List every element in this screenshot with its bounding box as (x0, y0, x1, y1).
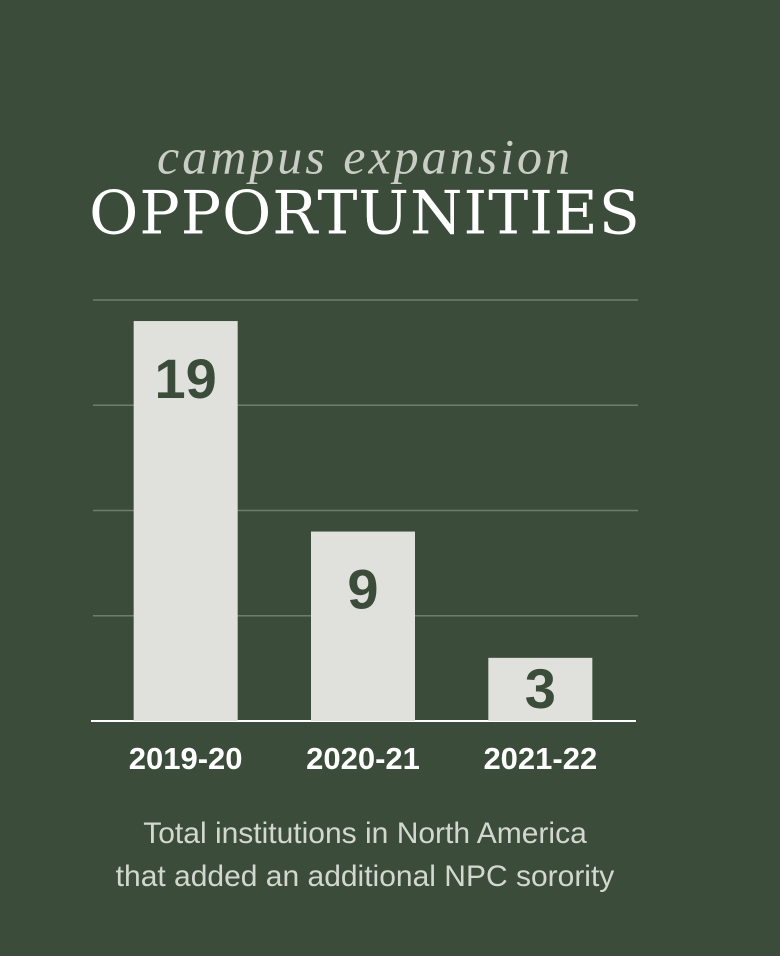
x-tick-label: 2019-20 (129, 741, 243, 776)
value-label: 19 (155, 347, 217, 410)
caption-line: Total institutions in North America (143, 817, 587, 850)
bar (488, 657, 593, 721)
value-label: 3 (525, 657, 556, 720)
chart-subtitle: campus expansion (157, 128, 573, 184)
value-label: 9 (347, 557, 378, 620)
chart-title: OPPORTUNITIES (89, 179, 641, 249)
x-tick-label: 2020-21 (306, 741, 420, 776)
caption-line: that added an additional NPC sorority (116, 860, 615, 893)
bar (133, 321, 238, 721)
x-tick-label: 2021-22 (483, 741, 597, 776)
bar (311, 531, 415, 721)
